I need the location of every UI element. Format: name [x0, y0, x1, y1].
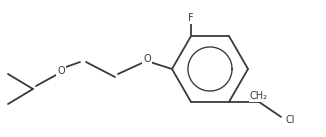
- Text: O: O: [143, 54, 151, 64]
- Text: F: F: [188, 13, 194, 23]
- Text: Cl: Cl: [286, 115, 295, 125]
- Text: O: O: [57, 66, 65, 76]
- Text: CH₂: CH₂: [250, 91, 268, 101]
